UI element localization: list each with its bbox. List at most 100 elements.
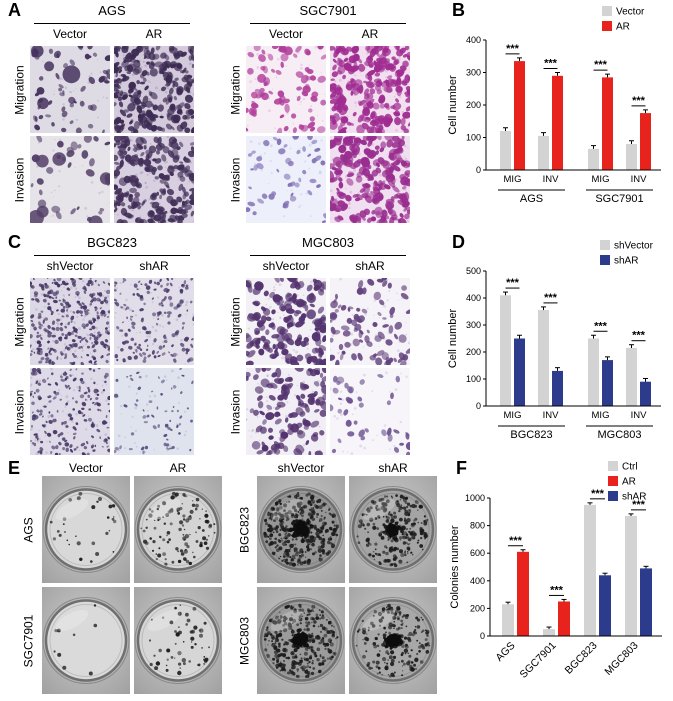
micro-ags-invasion-ar [114,136,194,223]
col-label-shvector: shVector [46,259,94,273]
micro-bgc823-invasion-shar [114,368,194,455]
col-label-ar: AR [169,461,187,475]
micro-image-svg [246,368,326,455]
bar [500,295,511,406]
svg-text:Cell number: Cell number [447,309,459,369]
micro-image-svg [30,278,110,365]
svg-text:400: 400 [466,35,481,45]
micro-ags-invasion-vector [30,136,110,223]
chart-d: 0 100 200 300 400 500 Cell number *** MIG *** INV *… [444,234,672,464]
row-label-invasion: Invasion [12,157,27,203]
svg-text:0: 0 [476,401,481,411]
bar [599,575,611,636]
dish-image-svg [42,476,130,583]
dish-sgc7901-vector [42,587,130,694]
bar [588,148,599,170]
col-label-shvector: shVector [277,461,325,475]
svg-text:INV: INV [631,174,648,185]
micro-image-svg [330,368,410,455]
svg-text:200: 200 [466,347,481,357]
micro-mgc803-invasion-shvector [246,368,326,455]
legend-label: shAR [622,492,646,503]
col-label-shar: shAR [378,461,408,475]
micro-image-svg [114,136,194,223]
chart-f: 0 200 400 600 800 1000 Colonies number *** AGS **… [446,458,671,701]
micro-mgc803-migration-shar [330,278,410,365]
svg-text:500: 500 [466,266,481,276]
significance: *** [506,43,520,55]
svg-text:400: 400 [466,293,481,303]
dish-bgc823-shar [349,476,437,583]
bar [626,144,637,170]
panel-a-sgc7901-title: SGC7901 [299,3,357,18]
dish-image-svg [349,587,437,694]
legend-label: Vector [616,7,645,18]
significance: *** [506,277,520,289]
panel-f-label: F [456,458,467,478]
significance: *** [544,58,558,70]
bar [552,370,563,406]
svg-text:0: 0 [476,165,481,175]
legend-swatch [600,240,610,250]
micro-bgc823-invasion-shvector [30,368,110,455]
col-label-shvector: shVector [262,259,310,273]
micro-sgc7901-invasion-vector [246,136,326,223]
legend-swatch [608,491,618,501]
bar [626,347,637,406]
dish-sgc7901-ar [134,587,222,694]
svg-text:MIG: MIG [592,174,610,185]
micro-sgc7901-migration-ar [330,46,410,133]
title-underline [250,23,406,24]
chart-b: 0 100 200 300 400 Cell number *** MIG *** INV *** M… [444,0,672,228]
micro-image-svg [30,368,110,455]
micro-sgc7901-migration-vector [246,46,326,133]
bar [640,568,652,636]
title-underline [34,23,190,24]
svg-text:INV: INV [543,410,560,421]
micro-bgc823-migration-shvector [30,278,110,365]
bar [640,113,651,170]
col-label-ar: AR [361,27,379,41]
panel-b-label: B [452,0,465,20]
legend-label: Ctrl [622,462,638,473]
micro-image-svg [114,46,194,133]
dish-mgc803-shvector [257,587,345,694]
panel-e-label: E [8,458,21,478]
bar [602,77,613,170]
panel-c-label: C [8,232,21,252]
bar [584,504,596,636]
micro-ags-migration-vector [30,46,110,133]
bar [502,604,514,636]
bar [552,75,563,171]
significance: *** [594,320,608,332]
svg-text:INV: INV [543,174,560,185]
bar [517,551,529,636]
title-underline [34,255,190,256]
svg-text:100: 100 [466,374,481,384]
legend-label: shVector [614,241,654,252]
row-label-migration: Migration [228,65,243,115]
dish-image-svg [257,476,345,583]
row-label-invasion: Invasion [12,389,27,435]
col-label-vector: Vector [68,461,104,475]
micro-image-svg [30,46,110,133]
dish-image-svg [42,587,130,694]
dish-ags-vector [42,476,130,583]
micro-ags-migration-ar [114,46,194,133]
panel-c-mgc803-title: MGC803 [301,235,355,250]
significance: *** [632,499,646,511]
panel-a-label: A [8,0,21,20]
panel-a-ags-title: AGS [98,3,126,18]
title-underline [250,255,406,256]
col-label-vector: Vector [268,27,304,41]
row-label-sgc7901: SGC7901 [21,614,36,668]
dish-image-svg [134,587,222,694]
micro-image-svg [114,278,194,365]
col-label-shar: shAR [139,259,169,273]
svg-text:MIG: MIG [504,410,522,421]
panel-c-bgc823-title: BGC823 [87,235,137,250]
bar [514,61,525,170]
bar [640,381,651,406]
col-label-ar: AR [145,27,163,41]
